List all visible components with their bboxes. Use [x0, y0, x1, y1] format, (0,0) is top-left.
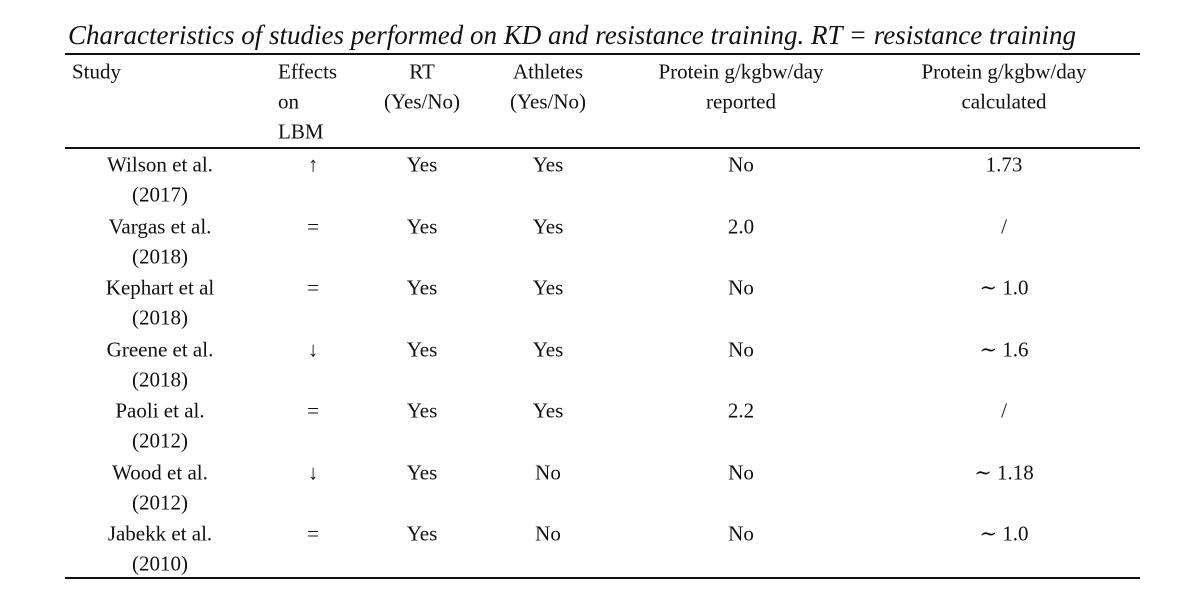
study-cell: Jabekk et al.: [107, 521, 213, 546]
header-cell: Athletes: [513, 59, 583, 84]
rule: [65, 53, 1140, 55]
table-cell: Yes: [406, 275, 438, 300]
table-cell: =: [307, 521, 319, 546]
study-cell: Kephart et al: [105, 275, 215, 300]
table-cell: ↓: [307, 460, 319, 484]
table-cell: Yes: [406, 460, 438, 484]
study-cell: (2018): [132, 305, 188, 330]
study-cell: (2012): [132, 428, 188, 453]
study-cell: (2012): [132, 490, 188, 514]
study-cell: Wilson et al.: [107, 152, 213, 177]
table-cell: 2.0: [727, 214, 755, 238]
header-cell: Effects: [278, 59, 338, 84]
table-cell: 1.73: [985, 152, 1023, 177]
header-cell: calculated: [961, 89, 1047, 114]
table-cell: =: [307, 398, 319, 423]
header-cell: (Yes/No): [509, 89, 587, 114]
table-cell: =: [307, 214, 319, 238]
header-cell: Protein g/kgbw/day: [658, 59, 824, 84]
table-cell: /: [1001, 398, 1007, 423]
study-cell: (2018): [132, 244, 188, 268]
table-cell: ∼ 1.18: [974, 460, 1034, 484]
header-cell: reported: [706, 89, 776, 114]
table-cell: Yes: [406, 521, 438, 546]
study-cell: Paoli et al.: [115, 398, 205, 423]
header-cell: Protein g/kgbw/day: [921, 59, 1087, 84]
table-cell: No: [535, 521, 561, 546]
header-cell: (Yes/No): [383, 89, 461, 114]
rule: [65, 147, 1140, 149]
table-cell: =: [307, 275, 319, 300]
table-cell: No: [728, 275, 754, 300]
table-cell: No: [728, 460, 754, 484]
header-cell: Study: [72, 59, 122, 84]
table-cell: Yes: [406, 214, 438, 238]
header-cell: LBM: [278, 119, 324, 144]
table-cell: Yes: [532, 398, 564, 423]
table-cell: Yes: [406, 152, 438, 177]
table-cell: ∼ 1.0: [979, 275, 1029, 300]
table-cell: No: [535, 460, 561, 484]
table-cell: Yes: [532, 214, 564, 238]
table-cell: No: [728, 152, 754, 177]
rule: [65, 577, 1140, 579]
table-cell: ↑: [307, 152, 319, 177]
header-cell: on: [278, 89, 299, 114]
study-cell: Greene et al.: [106, 337, 214, 361]
table-cell: Yes: [406, 398, 438, 423]
table-cell: Yes: [406, 337, 438, 361]
table-cell: Yes: [532, 152, 564, 177]
table-cell: /: [1001, 214, 1007, 238]
table-caption: Characteristics of studies performed on …: [68, 20, 1076, 50]
table-cell: Yes: [532, 275, 564, 300]
study-cell: (2010): [132, 551, 188, 576]
table-cell: ∼ 1.0: [979, 521, 1029, 546]
table-cell: Yes: [532, 337, 564, 361]
study-cell: (2018): [132, 367, 188, 391]
table-cell: 2.2: [727, 398, 755, 423]
table-cell: No: [728, 521, 754, 546]
table-cell: ∼ 1.6: [979, 337, 1029, 361]
table-cell: No: [728, 337, 754, 361]
table-cell: ↓: [307, 337, 319, 361]
header-cell: RT: [409, 59, 435, 84]
study-cell: (2017): [132, 182, 188, 207]
study-cell: Vargas et al.: [108, 214, 212, 238]
study-cell: Wood et al.: [112, 460, 208, 484]
